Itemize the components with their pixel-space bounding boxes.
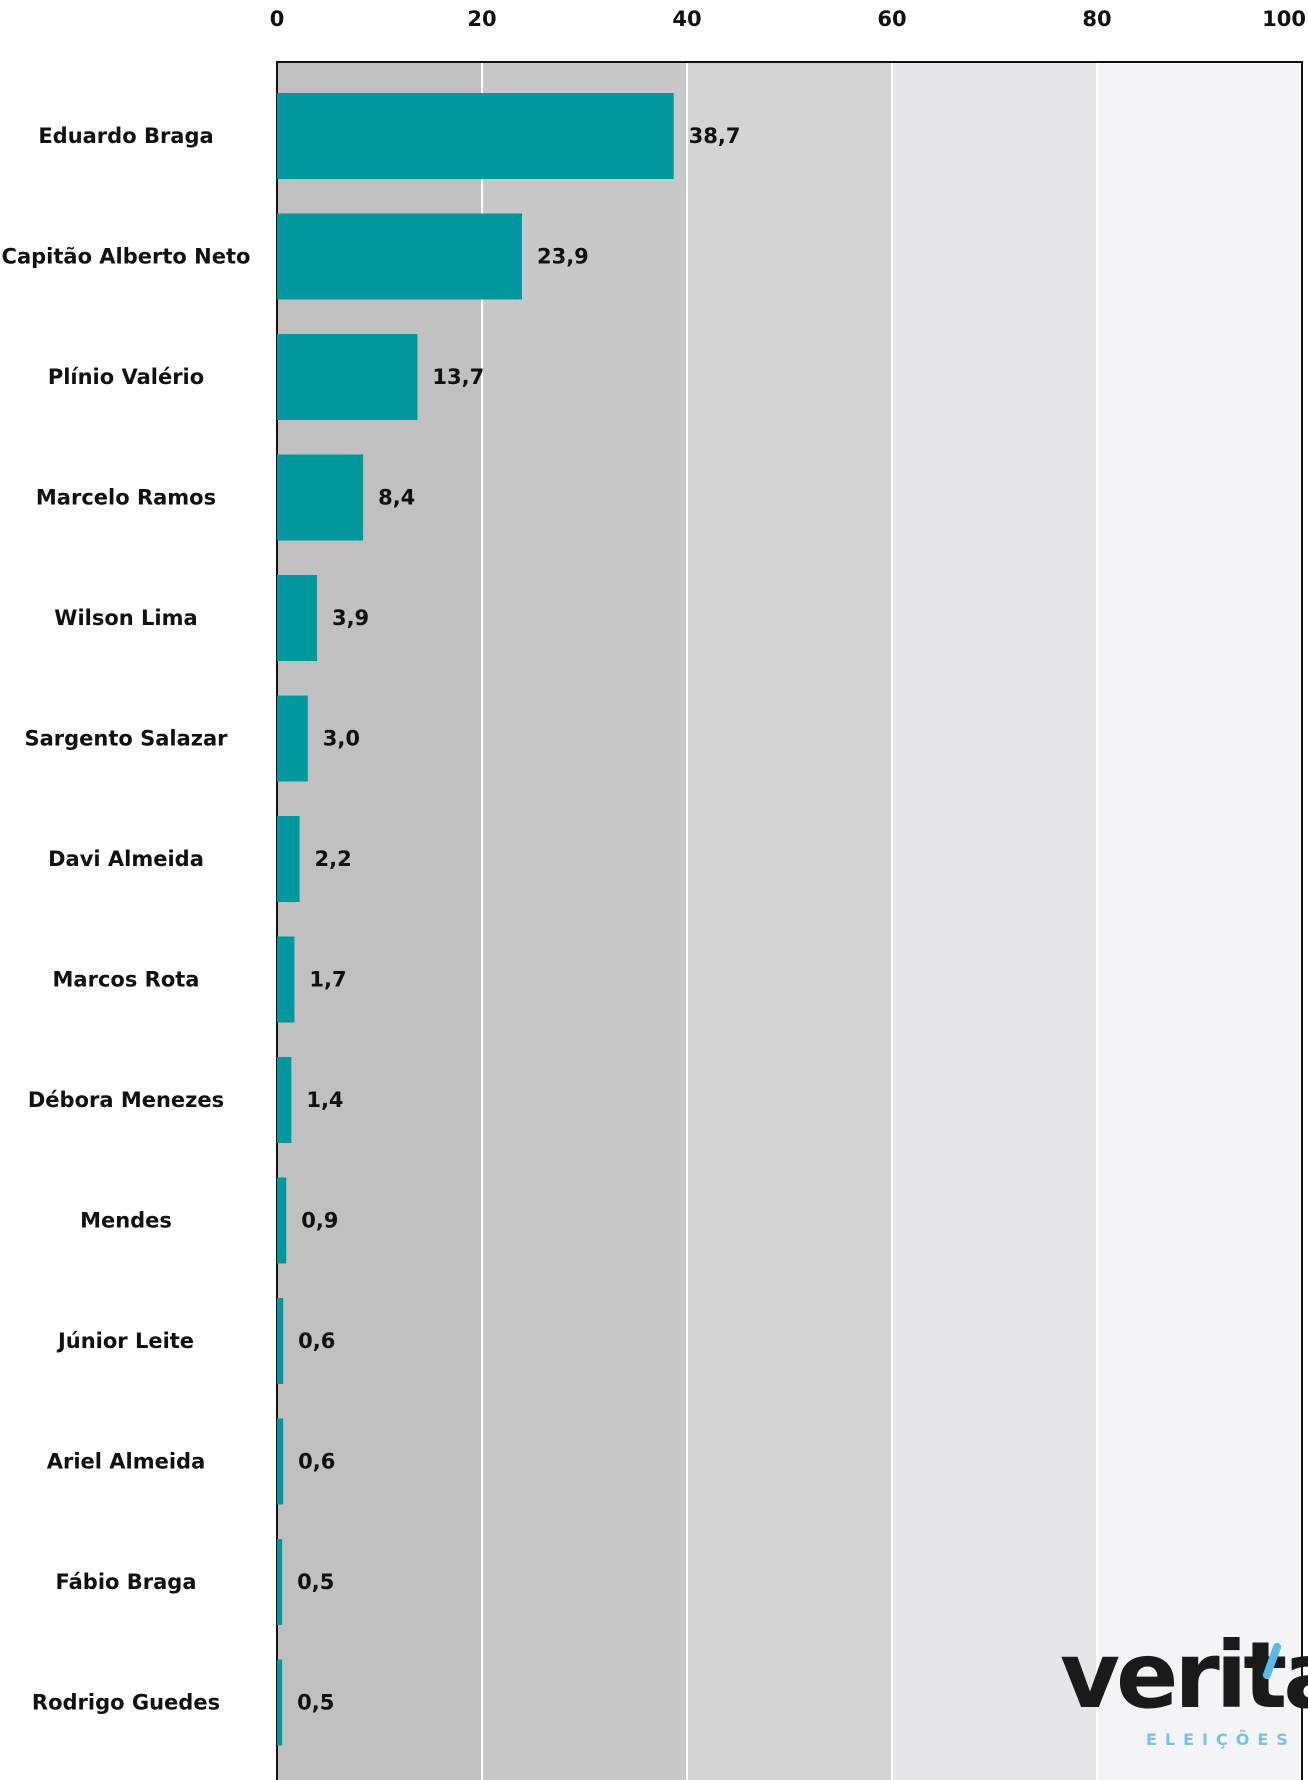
data-label: 38,7: [689, 124, 741, 148]
category-label: Rodrigo Guedes: [32, 1691, 220, 1715]
category-label: Eduardo Braga: [38, 124, 213, 148]
x-tick-label: 80: [1082, 7, 1111, 31]
plot-frame: [276, 61, 1303, 1780]
data-label: 0,5: [297, 1691, 334, 1715]
x-tick-label: 100: [1262, 7, 1306, 31]
category-label: Fábio Braga: [56, 1570, 197, 1594]
data-label: 2,2: [315, 847, 352, 871]
category-label: Sargento Salazar: [24, 727, 228, 751]
category-label: Mendes: [80, 1209, 172, 1233]
data-label: 23,9: [537, 245, 589, 269]
x-tick-label: 60: [877, 7, 906, 31]
plot-background-band: [482, 62, 687, 1780]
plot-background-band: [277, 62, 482, 1780]
data-label: 0,6: [298, 1450, 335, 1474]
bar: [277, 1539, 283, 1625]
x-tick-label: 40: [672, 7, 701, 31]
bar: [277, 816, 300, 902]
bar: [277, 1177, 287, 1264]
bar: [277, 1298, 284, 1384]
data-label: 0,6: [298, 1329, 335, 1353]
logo-subtitle: ELEIÇÕES: [1146, 1730, 1296, 1749]
category-label: Ariel Almeida: [47, 1450, 206, 1474]
bar: [277, 575, 317, 661]
bar: [277, 695, 308, 782]
category-label: Capitão Alberto Neto: [2, 245, 251, 269]
category-label: Júnior Leite: [56, 1329, 194, 1353]
data-label: 8,4: [378, 486, 415, 510]
category-label: Débora Menezes: [28, 1088, 224, 1112]
bar: [277, 1418, 284, 1505]
category-label: Plínio Valério: [48, 365, 204, 389]
plot-background-band: [687, 62, 892, 1780]
data-label: 1,4: [306, 1088, 343, 1112]
bar: [277, 1659, 283, 1746]
plot-background-band: [892, 62, 1097, 1780]
data-label: 0,9: [301, 1209, 338, 1233]
bar: [277, 93, 674, 179]
bar: [277, 334, 418, 420]
verita-eleicoes-logo: veritá ELEIÇÕES: [1060, 1630, 1308, 1760]
x-tick-label: 20: [467, 7, 496, 31]
data-label: 0,5: [297, 1570, 334, 1594]
category-label: Davi Almeida: [48, 847, 204, 871]
data-label: 1,7: [309, 968, 346, 992]
bar: [277, 936, 295, 1023]
x-tick-label: 0: [270, 7, 285, 31]
data-label: 3,9: [332, 606, 369, 630]
bar: [277, 454, 364, 541]
category-label: Marcos Rota: [53, 968, 200, 992]
plot-background-band: [1097, 62, 1302, 1780]
bar: [277, 1057, 292, 1143]
category-label: Wilson Lima: [54, 606, 197, 630]
category-label: Marcelo Ramos: [36, 486, 216, 510]
bar: [277, 213, 522, 300]
data-label: 13,7: [432, 365, 484, 389]
data-label: 3,0: [323, 727, 360, 751]
